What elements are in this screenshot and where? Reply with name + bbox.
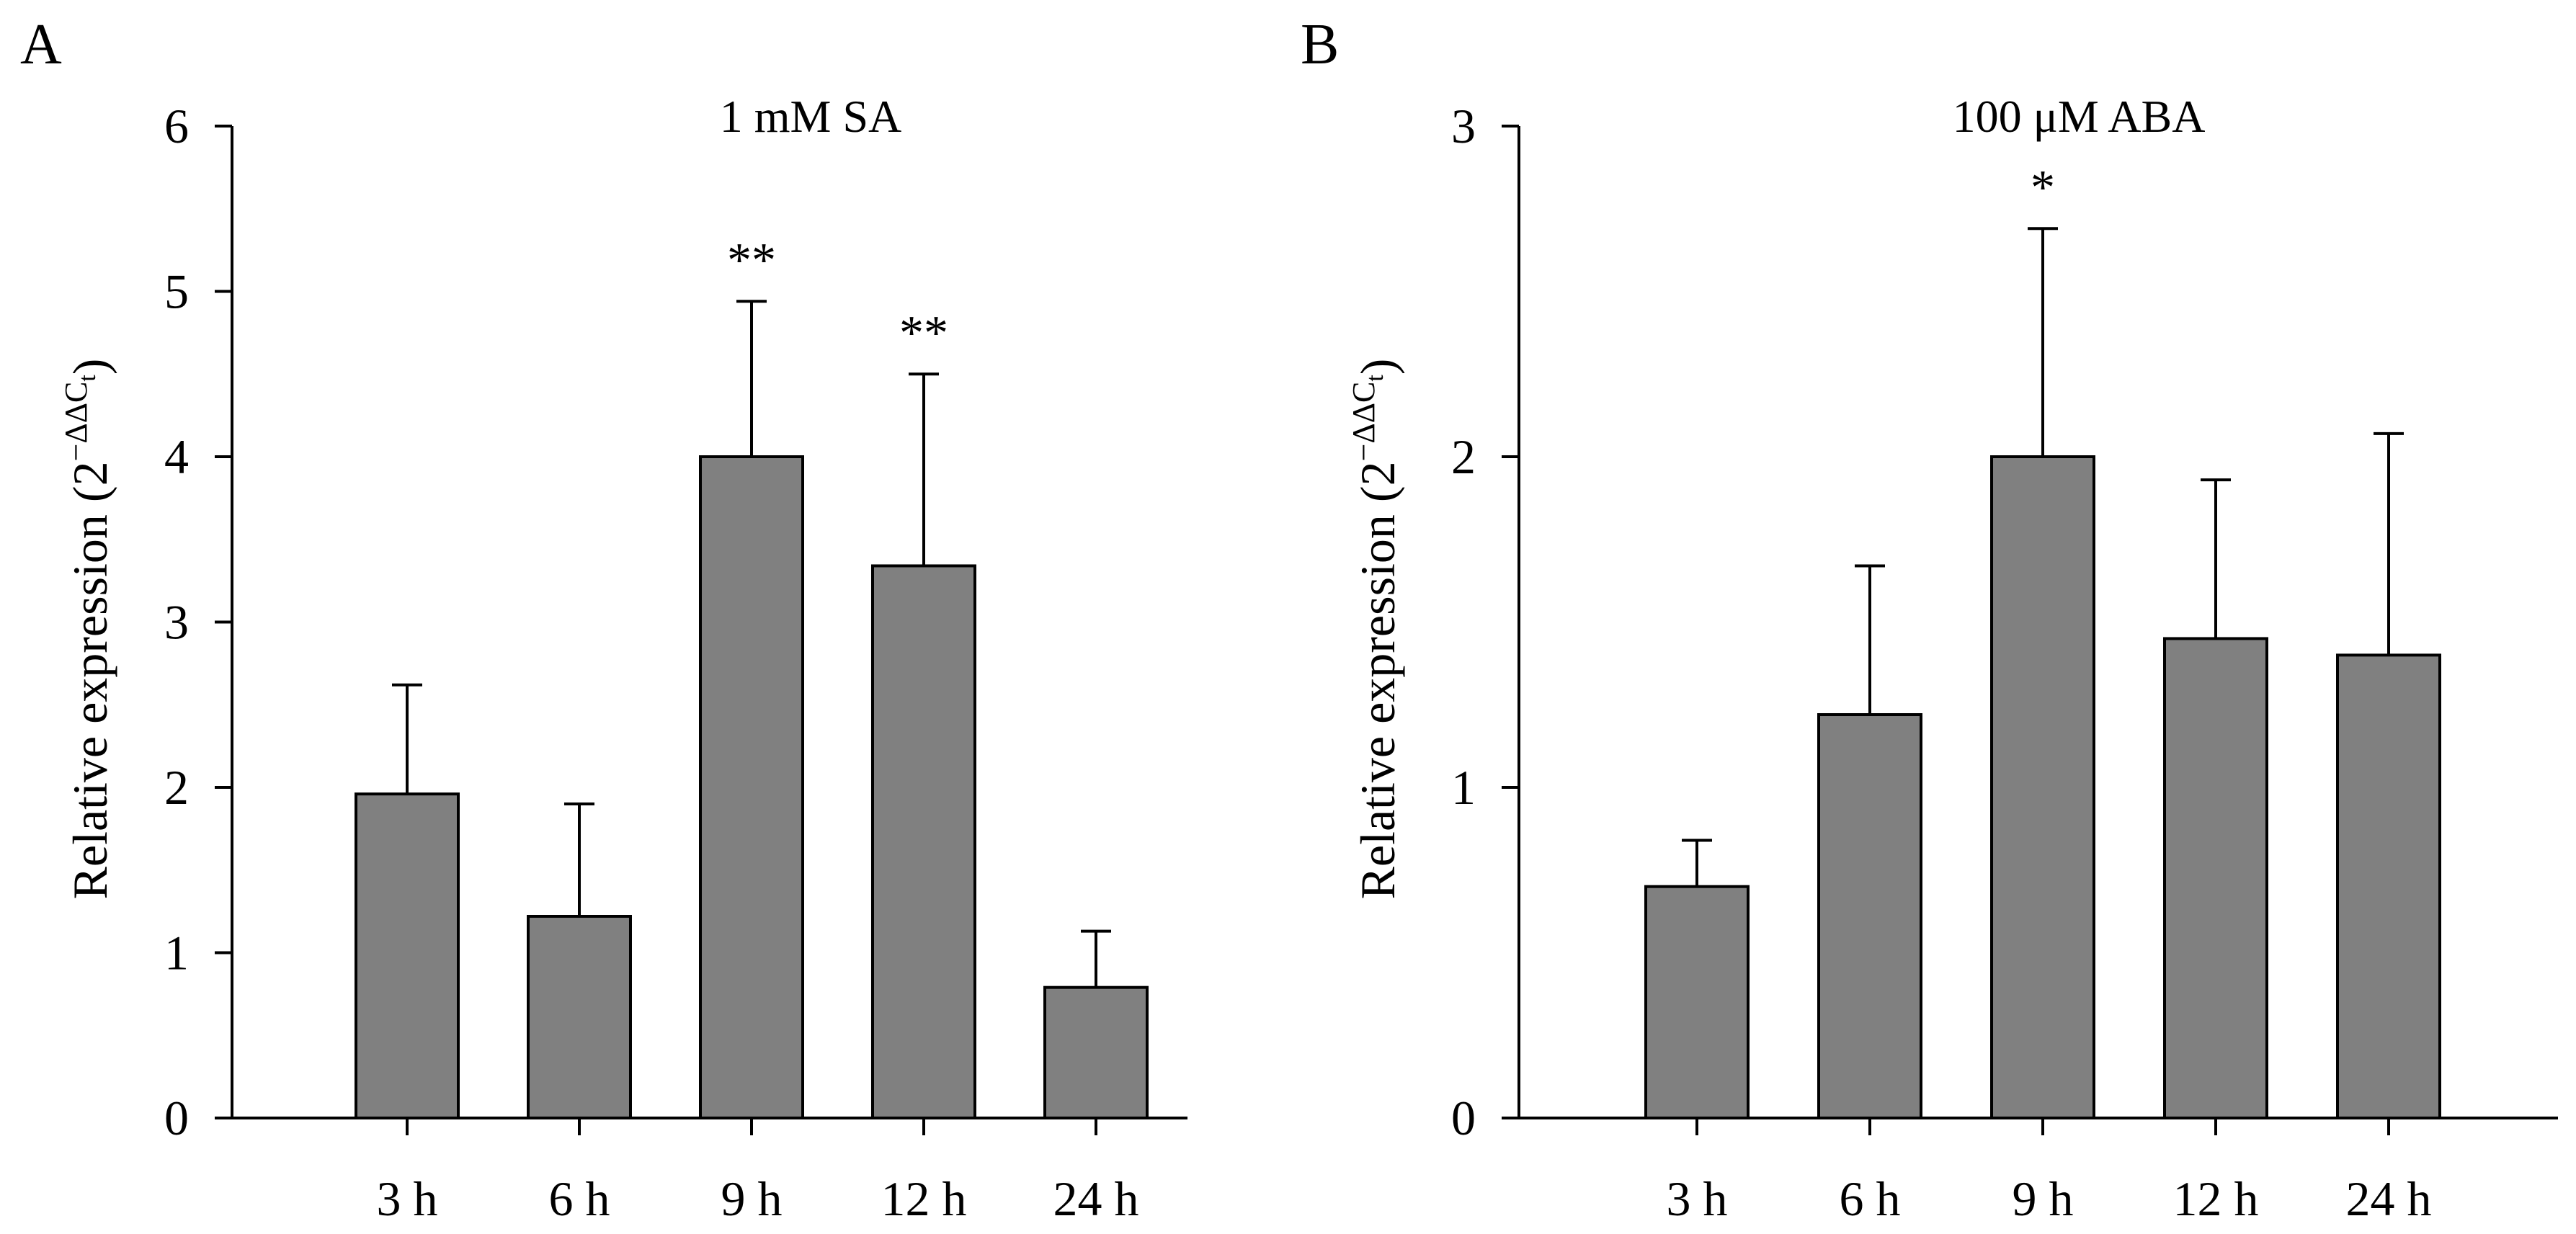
significance-marker: ** xyxy=(727,232,776,287)
x-tick-label: 12 h xyxy=(2173,1171,2259,1226)
bar-4 xyxy=(2163,637,2268,1119)
panel-a: A 1 mM SA Relative expression (2−ΔΔCt) 0… xyxy=(20,13,1187,1226)
x-tick-label: 6 h xyxy=(549,1171,610,1226)
chart-title: 1 mM SA xyxy=(720,91,902,142)
panel-label: A xyxy=(20,13,62,76)
y-tick-label: 0 xyxy=(1451,1091,1476,1145)
x-tick-label: 3 h xyxy=(1667,1171,1728,1226)
y-axis-label-close: ) xyxy=(63,359,117,375)
chart-title: 100 μM ABA xyxy=(1953,91,2206,142)
bar-3 xyxy=(699,455,804,1119)
x-tick-label: 3 h xyxy=(377,1171,438,1226)
bar-5 xyxy=(2336,653,2441,1119)
y-tick-label: 4 xyxy=(164,429,189,484)
y-axis-label-close: ) xyxy=(1350,359,1405,375)
y-axis-label-main: Relative expression (2 xyxy=(63,461,117,899)
y-tick-label: 5 xyxy=(164,264,189,319)
y-tick-label: 1 xyxy=(164,926,189,980)
x-tick-label: 9 h xyxy=(721,1171,783,1226)
y-tick-label: 1 xyxy=(1451,760,1476,815)
bar-5 xyxy=(1043,985,1149,1119)
bar-1 xyxy=(1644,885,1750,1119)
y-axis-label-subscript: t xyxy=(74,375,101,382)
y-tick-label: 3 xyxy=(1451,99,1476,153)
y-axis-label: Relative expression (2−ΔΔCt) xyxy=(58,359,117,900)
x-tick-label: 24 h xyxy=(1053,1171,1139,1226)
bar-4 xyxy=(871,564,976,1119)
panel-b: B 100 μM ABA Relative expression (2−ΔΔCt… xyxy=(1301,13,2558,1226)
x-tick-label: 6 h xyxy=(1840,1171,1901,1226)
bar-1 xyxy=(355,792,460,1120)
bar-2 xyxy=(527,915,632,1119)
y-axis-label: Relative expression (2−ΔΔCt) xyxy=(1346,359,1405,900)
x-tick-label: 9 h xyxy=(2013,1171,2074,1226)
significance-marker: * xyxy=(2031,159,2055,214)
y-tick-label: 2 xyxy=(164,760,189,815)
y-tick-label: 6 xyxy=(164,99,189,153)
y-tick-label: 0 xyxy=(164,1091,189,1145)
y-axis-label-subscript: t xyxy=(1362,375,1389,382)
x-tick-label: 24 h xyxy=(2346,1171,2432,1226)
y-axis-label-superscript: −ΔΔC xyxy=(58,382,94,462)
x-tick-label: 12 h xyxy=(881,1171,967,1226)
bar-2 xyxy=(1817,713,1922,1119)
panel-label: B xyxy=(1301,13,1339,76)
y-tick-label: 3 xyxy=(164,595,189,650)
significance-marker: ** xyxy=(899,305,948,359)
y-tick-label: 2 xyxy=(1451,429,1476,484)
bar-3 xyxy=(1990,455,2095,1119)
y-axis-label-main: Relative expression (2 xyxy=(1350,461,1405,899)
y-axis-label-superscript: −ΔΔC xyxy=(1346,382,1381,462)
